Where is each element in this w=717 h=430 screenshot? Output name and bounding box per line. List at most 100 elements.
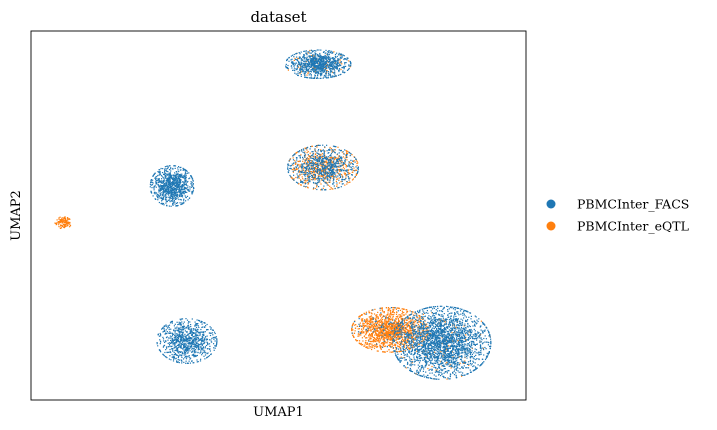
scatter-point-eqtl	[380, 348, 382, 350]
scatter-point-facs	[319, 68, 321, 70]
scatter-point-eqtl	[293, 59, 295, 61]
scatter-point-facs	[181, 176, 183, 178]
scatter-point-facs	[304, 160, 306, 162]
scatter-point-eqtl	[351, 327, 353, 330]
scatter-point-facs	[317, 164, 319, 166]
scatter-point-facs	[175, 182, 177, 184]
scatter-point-facs	[200, 331, 202, 333]
scatter-point-facs	[309, 66, 311, 68]
scatter-point-facs	[329, 63, 331, 65]
scatter-point-eqtl	[385, 307, 388, 309]
scatter-point-facs	[312, 53, 314, 56]
scatter-point-facs	[330, 51, 332, 53]
scatter-point-facs	[166, 201, 168, 203]
scatter-point-facs	[169, 201, 171, 203]
scatter-point-facs	[298, 62, 300, 64]
scatter-point-eqtl	[334, 149, 336, 151]
scatter-point-eqtl	[405, 332, 407, 334]
scatter-point-facs	[163, 177, 165, 179]
scatter-point-eqtl	[312, 188, 314, 190]
scatter-point-facs	[330, 154, 332, 156]
scatter-point-eqtl	[382, 343, 384, 345]
scatter-point-eqtl	[371, 332, 373, 334]
scatter-point-facs	[303, 171, 305, 174]
scatter-point-facs	[310, 62, 312, 64]
scatter-point-facs	[181, 202, 183, 204]
scatter-point-eqtl	[299, 73, 301, 75]
scatter-point-facs	[171, 185, 174, 187]
scatter-point-facs	[338, 58, 340, 60]
scatter-point-facs	[320, 162, 322, 164]
scatter-point-facs	[173, 184, 175, 186]
scatter-point-facs	[317, 75, 319, 77]
scatter-point-facs	[169, 182, 171, 184]
scatter-point-facs	[324, 189, 326, 191]
scatter-point-facs	[165, 175, 168, 177]
scatter-point-facs	[305, 186, 307, 188]
scatter-point-facs	[162, 198, 164, 200]
scatter-point-eqtl	[401, 335, 403, 337]
scatter-point-eqtl	[69, 225, 71, 227]
scatter-point-facs	[348, 163, 350, 165]
scatter-point-facs	[172, 201, 174, 203]
scatter-point-facs	[167, 193, 169, 195]
scatter-point-facs	[311, 168, 313, 170]
scatter-point-eqtl	[418, 315, 420, 317]
scatter-point-eqtl	[399, 326, 401, 328]
scatter-point-facs	[325, 70, 327, 72]
scatter-point-facs	[311, 163, 313, 165]
scatter-point-facs	[162, 336, 164, 338]
scatter-point-facs	[155, 198, 157, 200]
scatter-point-eqtl	[372, 341, 374, 343]
scatter-point-eqtl	[452, 324, 454, 326]
scatter-point-facs	[324, 75, 326, 77]
scatter-point-facs	[179, 179, 181, 181]
scatter-point-facs	[288, 170, 290, 172]
scatter-point-eqtl	[320, 183, 322, 185]
scatter-point-facs	[324, 169, 326, 171]
scatter-point-facs	[309, 57, 311, 59]
scatter-point-facs	[318, 67, 320, 69]
scatter-point-facs	[192, 184, 194, 186]
scatter-point-facs	[164, 193, 166, 195]
scatter-point-eqtl	[440, 351, 442, 353]
scatter-point-eqtl	[381, 334, 383, 336]
scatter-point-eqtl	[377, 333, 379, 335]
scatter-point-eqtl	[403, 308, 405, 310]
scatter-point-eqtl	[339, 160, 341, 162]
scatter-point-facs	[163, 328, 165, 330]
scatter-point-facs	[326, 59, 328, 61]
scatter-point-eqtl	[65, 220, 67, 222]
scatter-point-eqtl	[422, 324, 424, 326]
scatter-point-facs	[324, 56, 326, 58]
scatter-point-facs	[180, 166, 182, 168]
scatter-point-eqtl	[356, 340, 359, 342]
scatter-point-eqtl	[401, 310, 403, 312]
scatter-point-facs	[300, 70, 302, 72]
scatter-point-eqtl	[396, 332, 398, 334]
scatter-point-eqtl	[300, 164, 302, 166]
scatter-point-facs	[172, 184, 174, 186]
scatter-point-facs	[316, 66, 318, 68]
scatter-point-facs	[326, 184, 328, 186]
scatter-point-eqtl	[311, 171, 313, 173]
scatter-point-eqtl	[391, 328, 393, 330]
scatter-point-eqtl	[312, 156, 315, 158]
scatter-point-eqtl	[371, 318, 373, 320]
scatter-point-facs	[324, 167, 326, 169]
scatter-point-eqtl	[336, 159, 338, 161]
scatter-point-facs	[164, 177, 166, 179]
scatter-point-eqtl	[377, 338, 379, 340]
scatter-point-eqtl	[416, 350, 418, 352]
scatter-point-eqtl	[386, 322, 388, 324]
scatter-point-eqtl	[369, 317, 371, 319]
scatter-point-facs	[166, 204, 168, 206]
scatter-point-eqtl	[331, 150, 333, 152]
scatter-point-facs	[178, 190, 180, 192]
scatter-point-facs	[183, 202, 185, 204]
scatter-point-facs	[170, 176, 173, 178]
scatter-point-facs	[328, 176, 331, 178]
scatter-point-facs	[325, 182, 327, 184]
scatter-point-facs	[181, 195, 183, 197]
scatter-point-facs	[171, 181, 173, 183]
